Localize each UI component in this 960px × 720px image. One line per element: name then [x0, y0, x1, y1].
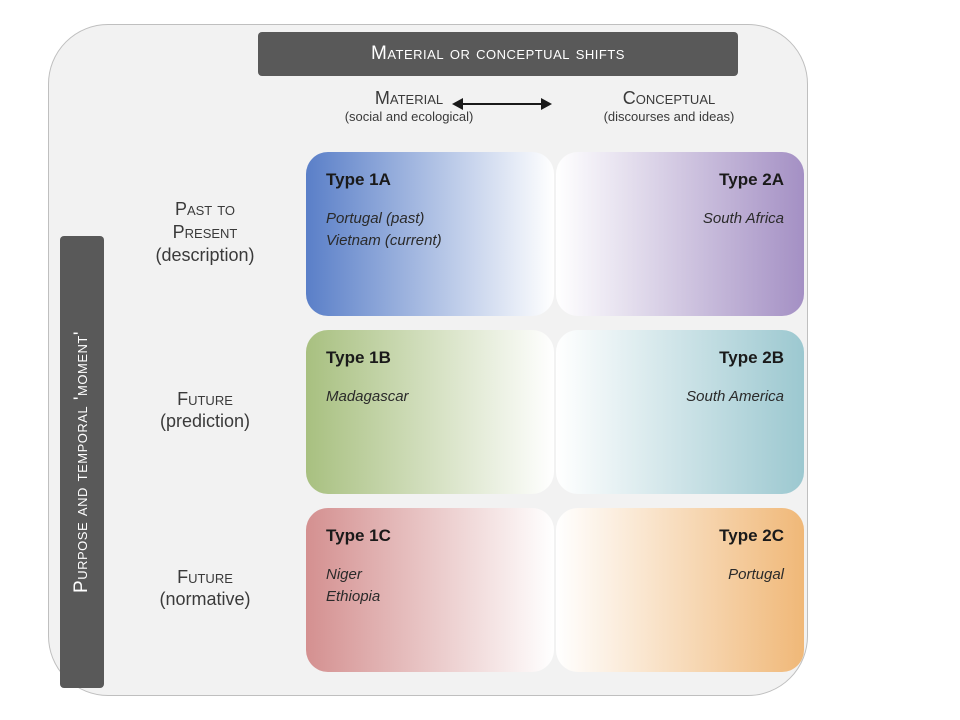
cell-1c-example-1: Niger: [326, 564, 534, 586]
row-label-3-sub: (normative): [120, 589, 290, 610]
side-axis-label: Purpose and temporal 'moment': [71, 331, 93, 593]
cell-1a-type: Type 1A: [326, 170, 534, 190]
cell-2a-type: Type 2A: [576, 170, 784, 190]
double-arrow-icon: [452, 98, 552, 110]
cell-type-1c: Type 1C Niger Ethiopia: [306, 508, 554, 672]
row-label-1-main-b: Present: [120, 221, 290, 244]
row-label-1-main-a: Past to: [120, 198, 290, 221]
cell-1c-type: Type 1C: [326, 526, 534, 546]
cell-1b-type: Type 1B: [326, 348, 534, 368]
column-label-conceptual: Conceptual (discourses and ideas): [554, 88, 784, 124]
row-label-1-sub: (description): [120, 245, 290, 266]
cell-type-1b: Type 1B Madagascar: [306, 330, 554, 494]
row-label-2-sub: (prediction): [120, 411, 290, 432]
cell-type-2b: Type 2B South America: [556, 330, 804, 494]
column-label-conceptual-sub: (discourses and ideas): [554, 109, 784, 124]
row-label-future-normative: Future (normative): [120, 566, 290, 610]
cell-1a-example-2: Vietnam (current): [326, 230, 534, 252]
row-label-future-prediction: Future (prediction): [120, 388, 290, 432]
column-label-material-sub: (social and ecological): [294, 109, 524, 124]
cell-2b-example-1: South America: [576, 386, 784, 408]
cell-2b-type: Type 2B: [576, 348, 784, 368]
cell-type-2a: Type 2A South Africa: [556, 152, 804, 316]
cell-1b-example-1: Madagascar: [326, 386, 534, 408]
top-axis-label: Material or conceptual shifts: [371, 43, 625, 65]
side-axis-header: Purpose and temporal 'moment': [60, 236, 104, 688]
column-label-conceptual-main: Conceptual: [554, 88, 784, 109]
cell-2c-type: Type 2C: [576, 526, 784, 546]
row-label-3-main: Future: [120, 566, 290, 589]
row-label-past-present: Past to Present (description): [120, 198, 290, 266]
top-axis-header: Material or conceptual shifts: [258, 32, 738, 76]
cell-2a-example-1: South Africa: [576, 208, 784, 230]
cell-type-1a: Type 1A Portugal (past) Vietnam (current…: [306, 152, 554, 316]
cell-1a-example-1: Portugal (past): [326, 208, 534, 230]
row-label-2-main: Future: [120, 388, 290, 411]
cell-type-2c: Type 2C Portugal: [556, 508, 804, 672]
cell-2c-example-1: Portugal: [576, 564, 784, 586]
cell-1c-example-2: Ethiopia: [326, 586, 534, 608]
